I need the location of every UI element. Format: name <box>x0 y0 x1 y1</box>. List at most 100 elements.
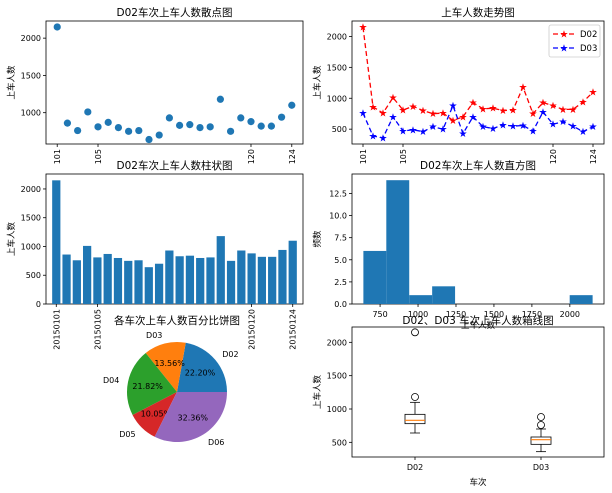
bar <box>196 257 205 304</box>
pie-value-label: 21.82% <box>132 382 163 391</box>
scatter-point <box>175 121 184 129</box>
scatter-point <box>135 126 143 135</box>
bar <box>185 255 195 304</box>
y-tick-label: 12.5 <box>329 189 347 198</box>
pie-label: D06 <box>208 438 224 447</box>
box-flier <box>411 393 419 401</box>
y-tick-label: 0 <box>36 300 41 309</box>
x-tick-label: 120 <box>247 149 256 164</box>
histogram-bar <box>363 250 387 304</box>
scatter-point <box>267 122 275 130</box>
x-tick-label: 1250 <box>446 310 466 319</box>
scatter-point <box>84 108 92 116</box>
scatter-point <box>74 126 82 135</box>
pie-value-label: 22.20% <box>185 369 216 378</box>
x-tick-label: 1750 <box>522 310 542 319</box>
scatter-point <box>104 118 112 126</box>
x-tick-label: 105 <box>399 149 408 164</box>
y-axis-label: 上车人数 <box>312 375 323 410</box>
x-tick-label: 120 <box>549 149 558 164</box>
series-point-D02: ★ <box>559 105 568 116</box>
y-tick-label: 2000 <box>21 185 41 194</box>
scatter-point <box>155 131 163 139</box>
x-tick-label: 105 <box>94 149 103 164</box>
series-point-D03: ★ <box>469 112 478 123</box>
legend-marker-D02: ★ <box>560 30 569 41</box>
bar-plot-area <box>45 173 304 305</box>
series-point-D02: ★ <box>429 109 438 120</box>
legend-marker-D03: ★ <box>560 44 569 55</box>
scatter-point <box>63 119 72 127</box>
x-tick-label: 1500 <box>484 310 504 319</box>
series-point-D03: ★ <box>359 109 368 120</box>
scatter-point <box>226 127 235 135</box>
series-point-D02: ★ <box>569 105 578 116</box>
series-point-D02: ★ <box>519 83 528 94</box>
scatter-point <box>257 122 265 130</box>
series-point-D03: ★ <box>409 125 418 136</box>
bar <box>175 256 184 304</box>
legend-box <box>548 24 601 58</box>
series-point-D03: ★ <box>589 122 598 133</box>
y-tick-label: 2000 <box>21 34 41 43</box>
pie-value-label: 32.36% <box>178 414 209 423</box>
y-tick-label: 1000 <box>21 242 41 251</box>
bar <box>72 260 81 304</box>
x-tick-label: D03 <box>533 463 549 472</box>
y-axis-label: 频数 <box>312 230 323 248</box>
bar <box>124 260 133 304</box>
series-point-D02: ★ <box>459 112 468 123</box>
bar <box>103 253 112 304</box>
series-point-D03: ★ <box>389 112 398 123</box>
y-tick-label: 10.0 <box>329 212 347 221</box>
bar <box>278 249 287 304</box>
chart-title: D02车次上车人数散点图 <box>117 6 233 19</box>
series-point-D03: ★ <box>499 120 508 131</box>
x-tick-label: 101 <box>359 149 368 164</box>
bar <box>288 240 297 304</box>
series-point-D02: ★ <box>479 104 488 115</box>
y-tick-label: 500 <box>332 438 347 447</box>
y-tick-label: 1500 <box>21 214 41 223</box>
pie-slice-D04 <box>126 353 177 415</box>
bar <box>165 250 174 304</box>
bar <box>257 256 266 304</box>
pie-value-label: 13.56% <box>154 359 185 368</box>
y-axis-label: 上车人数 <box>6 222 17 257</box>
scatter-point <box>237 114 245 122</box>
pie-label: D04 <box>103 376 119 385</box>
line-plot-area <box>351 20 605 145</box>
series-point-D03: ★ <box>369 131 378 142</box>
bar <box>216 236 225 304</box>
chart-title: 各车次上车人数百分比饼图 <box>114 314 240 327</box>
series-point-D02: ★ <box>549 101 558 112</box>
bar <box>206 257 215 304</box>
pie-slice-D02 <box>177 342 227 392</box>
scatter-point <box>288 101 296 109</box>
y-tick-label: 5.0 <box>334 256 347 265</box>
scatter-point <box>196 124 204 132</box>
x-tick-label: 2000 <box>560 310 580 319</box>
chart-title: 上车人数走势图 <box>441 6 515 19</box>
series-point-D02: ★ <box>439 109 448 120</box>
histogram-bar <box>386 180 410 304</box>
box-flier <box>411 328 419 337</box>
bar <box>93 257 102 304</box>
series-point-D02: ★ <box>589 88 598 99</box>
bar <box>113 257 123 304</box>
scatter-point <box>165 114 174 122</box>
box-flier <box>537 413 545 421</box>
series-point-D02: ★ <box>409 102 418 113</box>
bar <box>83 245 92 304</box>
x-tick-label: 101 <box>53 149 62 164</box>
scatter-point <box>216 95 224 103</box>
y-tick-label: 1500 <box>327 63 347 72</box>
x-tick-label: D02 <box>407 463 423 472</box>
series-point-D02: ★ <box>469 98 478 109</box>
pie-label: D02 <box>222 350 238 359</box>
series-point-D02: ★ <box>529 109 538 120</box>
chart-title: D02、D03 车次上车人数箱线图 <box>402 314 553 327</box>
scatter-point <box>145 135 153 144</box>
